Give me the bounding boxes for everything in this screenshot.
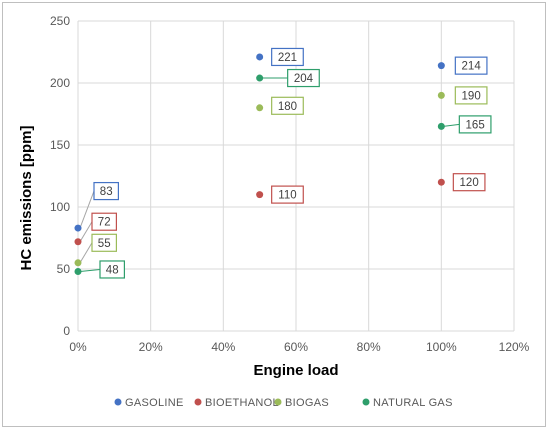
legend-entry: NATURAL GAS bbox=[373, 397, 453, 409]
data-point-bioethanol bbox=[437, 178, 445, 186]
data-points bbox=[74, 53, 445, 275]
data-point-gasoline bbox=[437, 62, 445, 70]
y-tick-label: 0 bbox=[63, 324, 70, 338]
data-point-biogas bbox=[256, 104, 264, 112]
data-label: 180 bbox=[278, 101, 297, 113]
y-tick-label: 250 bbox=[50, 14, 70, 28]
y-tick-label: 200 bbox=[50, 76, 70, 90]
legend-entry: BIOGAS bbox=[285, 397, 329, 409]
y-tick-label: 50 bbox=[57, 262, 71, 276]
data-label: 110 bbox=[278, 190, 296, 202]
data-label: 165 bbox=[466, 119, 485, 131]
gridlines bbox=[77, 20, 515, 332]
data-label-box bbox=[93, 181, 119, 201]
leader-line bbox=[79, 190, 95, 229]
x-axis-title: Engine load bbox=[253, 362, 338, 379]
data-point-bioethanol bbox=[74, 238, 82, 246]
data-point-biogas bbox=[437, 91, 445, 99]
data-label-box bbox=[99, 260, 125, 279]
data-point-natural-gas bbox=[437, 122, 445, 130]
x-tick-label: 20% bbox=[139, 340, 163, 354]
data-point-gasoline bbox=[256, 53, 264, 61]
x-tick-label: 60% bbox=[284, 340, 308, 354]
data-label: 55 bbox=[98, 238, 111, 250]
label-leader-lines bbox=[79, 77, 460, 272]
leader-line bbox=[79, 268, 101, 272]
legend-marker bbox=[114, 398, 122, 406]
data-labels: 83 221 214 72 110 120 55 180 190 48 204 165 bbox=[91, 47, 492, 279]
x-tick-label: 120% bbox=[499, 340, 530, 354]
legend: GASOLINE BIOETHANOL BIOGAS NATURAL GAS bbox=[114, 397, 453, 409]
y-tick-label: 100 bbox=[50, 200, 70, 214]
y-axis-title: HC emissions [ppm] bbox=[18, 125, 35, 270]
data-label: 190 bbox=[462, 90, 481, 102]
legend-marker bbox=[194, 398, 202, 406]
leader-line bbox=[443, 123, 460, 127]
data-label-box bbox=[452, 173, 486, 192]
data-point-bioethanol bbox=[256, 191, 264, 199]
legend-marker bbox=[362, 398, 370, 406]
data-label-box bbox=[271, 185, 304, 204]
data-point-natural-gas bbox=[74, 267, 82, 275]
legend-entry: BIOETHANOL bbox=[205, 397, 279, 409]
data-label: 204 bbox=[294, 73, 314, 85]
x-tick-label: 100% bbox=[426, 340, 457, 354]
data-point-natural-gas bbox=[256, 74, 264, 82]
data-label-box bbox=[91, 233, 117, 252]
y-axis-ticks: 0 50 100 150 200 250 bbox=[50, 14, 70, 338]
data-label-box bbox=[91, 212, 117, 231]
data-label: 214 bbox=[462, 61, 482, 73]
data-label: 120 bbox=[460, 177, 479, 189]
x-axis-ticks: 0% 20% 40% 60% 80% 100% 120% bbox=[69, 340, 529, 354]
data-label-box bbox=[271, 96, 304, 115]
x-tick-label: 80% bbox=[357, 340, 381, 354]
data-point-gasoline bbox=[74, 224, 82, 232]
data-label-box bbox=[458, 115, 492, 134]
data-label-box bbox=[454, 56, 488, 75]
data-label-box bbox=[287, 68, 320, 88]
x-tick-label: 40% bbox=[211, 340, 235, 354]
data-label: 72 bbox=[98, 217, 111, 229]
data-label: 221 bbox=[278, 52, 297, 64]
data-label: 48 bbox=[106, 264, 119, 276]
x-tick-label: 0% bbox=[69, 340, 87, 354]
data-point-biogas bbox=[74, 259, 82, 267]
data-label-box bbox=[271, 47, 304, 67]
leader-line bbox=[79, 242, 93, 264]
y-tick-label: 150 bbox=[50, 138, 70, 152]
data-label-box bbox=[454, 86, 488, 105]
data-label: 83 bbox=[100, 186, 113, 198]
legend-marker bbox=[274, 398, 282, 406]
leader-line bbox=[79, 221, 93, 242]
legend-entry: GASOLINE bbox=[125, 397, 184, 409]
